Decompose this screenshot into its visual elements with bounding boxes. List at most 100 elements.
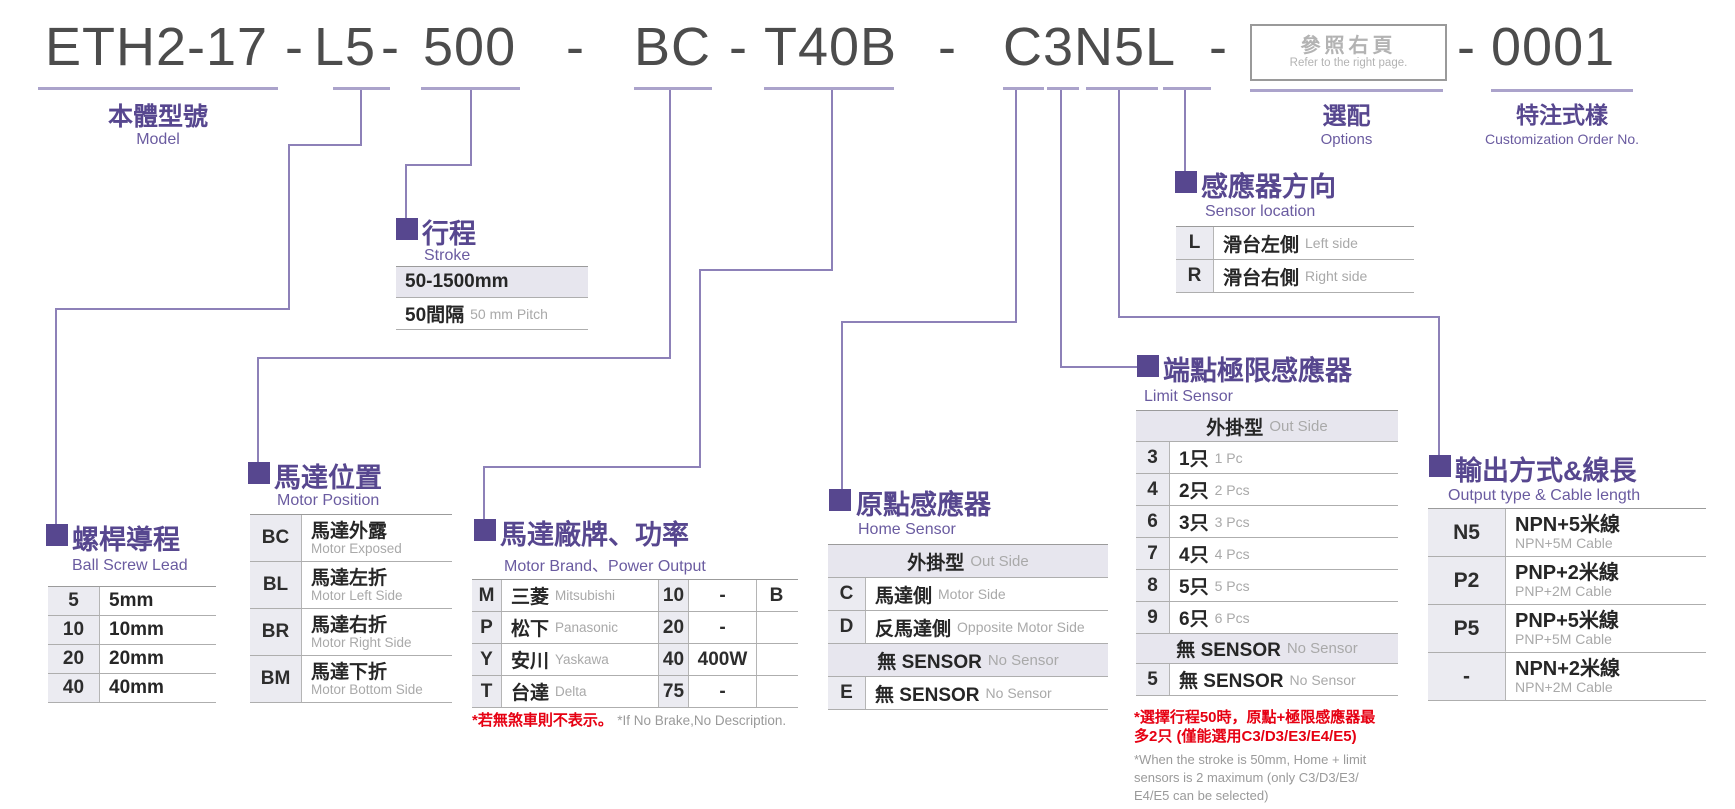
options-box-en: Refer to the right page.: [1289, 57, 1408, 69]
desc-zh: 3只: [1179, 513, 1209, 534]
code-segment-model: ETH2-17: [45, 17, 269, 77]
header-zh: 無 SENSOR: [1176, 640, 1281, 661]
desc-en: NPN+5M Cable: [1515, 535, 1613, 551]
code-dash: -: [285, 17, 303, 77]
desc-zh: 5mm: [109, 590, 154, 611]
connector-lead: [55, 308, 57, 526]
underline-order-no: [1491, 89, 1633, 92]
desc-en: Motor Side: [938, 586, 1006, 602]
connector-output: [1438, 316, 1440, 456]
desc-zh: 2只: [1179, 481, 1209, 502]
stroke-range: 50-1500mm: [405, 271, 509, 292]
motor-position-table: BC 馬達外露 Motor Exposed BL 馬達左折 Motor Left S…: [250, 514, 452, 703]
desc-zh: PNP+5米線: [1515, 610, 1619, 632]
stroke-table: 50-1500mm 50間隔 50 mm Pitch: [396, 266, 588, 330]
desc-zh: 反馬達側: [875, 618, 952, 640]
table-row: BM 馬達下折 Motor Bottom Side: [250, 656, 452, 703]
code-cell: BL: [250, 562, 302, 608]
table-row: P2 PNP+2米線 PNP+2M Cable: [1428, 557, 1706, 605]
header-zh: 無 SENSOR: [877, 651, 982, 673]
label-custom-order-zh: 特注式樣: [1516, 102, 1608, 128]
output-title-en: Output type & Cable length: [1448, 487, 1641, 504]
section-marker-icon: [1175, 171, 1197, 193]
underline-output: [1086, 87, 1158, 90]
header-zh: 外掛型: [1206, 417, 1264, 439]
table-row: N5 NPN+5米線 NPN+5M Cable: [1428, 509, 1706, 557]
desc-en: 6 Pcs: [1214, 609, 1250, 626]
desc-zh: 馬達外露: [311, 520, 388, 542]
section-marker-icon: [396, 218, 418, 240]
brake-cell: [756, 612, 796, 643]
section-marker-icon: [829, 489, 851, 511]
desc-zh: 5只: [1179, 577, 1209, 598]
brand-en: Mitsubishi: [555, 588, 616, 603]
table-row: 6 3只 3 Pcs: [1136, 506, 1398, 538]
connector-motor-brand: [483, 466, 485, 520]
home-sensor-title-zh: 原點感應器: [856, 490, 991, 520]
code-dash: -: [1457, 17, 1475, 77]
desc-en: Motor Bottom Side: [311, 681, 423, 697]
brake-cell: [756, 644, 796, 675]
desc-en: 1 Pc: [1214, 449, 1243, 466]
header-en: Out Side: [1269, 417, 1328, 435]
code-cell: R: [1176, 260, 1214, 292]
note-en-line2: sensors is 2 maximum (only C3/D3/E3/: [1134, 770, 1359, 785]
desc-en: No Sensor: [1289, 671, 1356, 688]
code-cell: 9: [1136, 602, 1170, 633]
section-marker-icon: [46, 524, 68, 546]
desc-en: Motor Right Side: [311, 634, 412, 650]
desc-en: Motor Left Side: [311, 587, 403, 603]
table-row: E 無 SENSOR No Sensor: [828, 677, 1108, 710]
table-row: 5 無 SENSOR No Sensor: [1136, 664, 1398, 696]
code-cell: 5: [48, 587, 100, 615]
code-cell: P5: [1428, 605, 1506, 652]
table-row: 5 5mm: [48, 587, 216, 616]
table-row: 20 20mm: [48, 645, 216, 674]
header-zh: 外掛型: [907, 552, 965, 574]
header-en: No Sensor: [1286, 640, 1358, 657]
table-row: 40 40mm: [48, 674, 216, 703]
brand-zh: 松下: [511, 619, 550, 640]
limit-sensor-note-zh: *選擇行程50時，原點+極限感應器最 多2只 (僅能選用C3/D3/E3/E4/…: [1134, 708, 1414, 746]
ball-screw-lead-table: 5 5mm 10 10mm 20 20mm 40 40mm: [48, 586, 216, 703]
connector-output: [1118, 90, 1120, 318]
code-cell: 20: [48, 645, 100, 673]
code-cell: M: [472, 580, 502, 611]
code-dash: -: [381, 17, 399, 77]
desc-en: Opposite Motor Side: [957, 619, 1085, 635]
table-row: 7 4只 4 Pcs: [1136, 538, 1398, 570]
no-sensor-header-row: 無 SENSOR No Sensor: [1136, 634, 1398, 664]
code-segment-lead: L5: [314, 17, 377, 77]
desc-en: Right side: [1305, 268, 1368, 284]
code-cell: BM: [250, 656, 302, 702]
code-cell: 40: [48, 674, 100, 702]
motor-position-title-zh: 馬達位置: [274, 463, 382, 493]
underline-limit-sensor: [1047, 87, 1079, 90]
table-row: Y 安川 Yaskawa 40 400W: [472, 644, 798, 676]
label-model-en: Model: [136, 131, 180, 148]
brand-zh: 三菱: [511, 587, 550, 608]
connector-lead: [360, 90, 362, 146]
section-marker-icon: [1137, 355, 1159, 377]
table-row: BR 馬達右折 Motor Right Side: [250, 609, 452, 656]
desc-zh: 馬達右折: [311, 614, 388, 636]
power-code-cell: 40: [658, 644, 689, 675]
connector-limit-sensor: [1060, 366, 1138, 368]
code-cell: C: [828, 578, 866, 610]
options-box-zh: 參照右頁: [1300, 35, 1397, 57]
brand-en: Panasonic: [555, 620, 619, 635]
desc-en: 2 Pcs: [1214, 481, 1250, 498]
code-cell: T: [472, 676, 502, 707]
desc-en: 3 Pcs: [1214, 513, 1250, 530]
table-row: 10 10mm: [48, 616, 216, 645]
brake-cell: [756, 676, 796, 707]
code-cell: -: [1428, 653, 1506, 700]
section-marker-icon: [474, 519, 496, 541]
note-en-line3: E4/E5 can be selected): [1134, 788, 1269, 803]
power-code-cell: 20: [658, 612, 689, 643]
code-cell: Y: [472, 644, 502, 675]
code-dash: -: [1209, 17, 1227, 77]
brand-zh: 安川: [511, 651, 550, 672]
connector-home-sensor: [841, 321, 1017, 323]
